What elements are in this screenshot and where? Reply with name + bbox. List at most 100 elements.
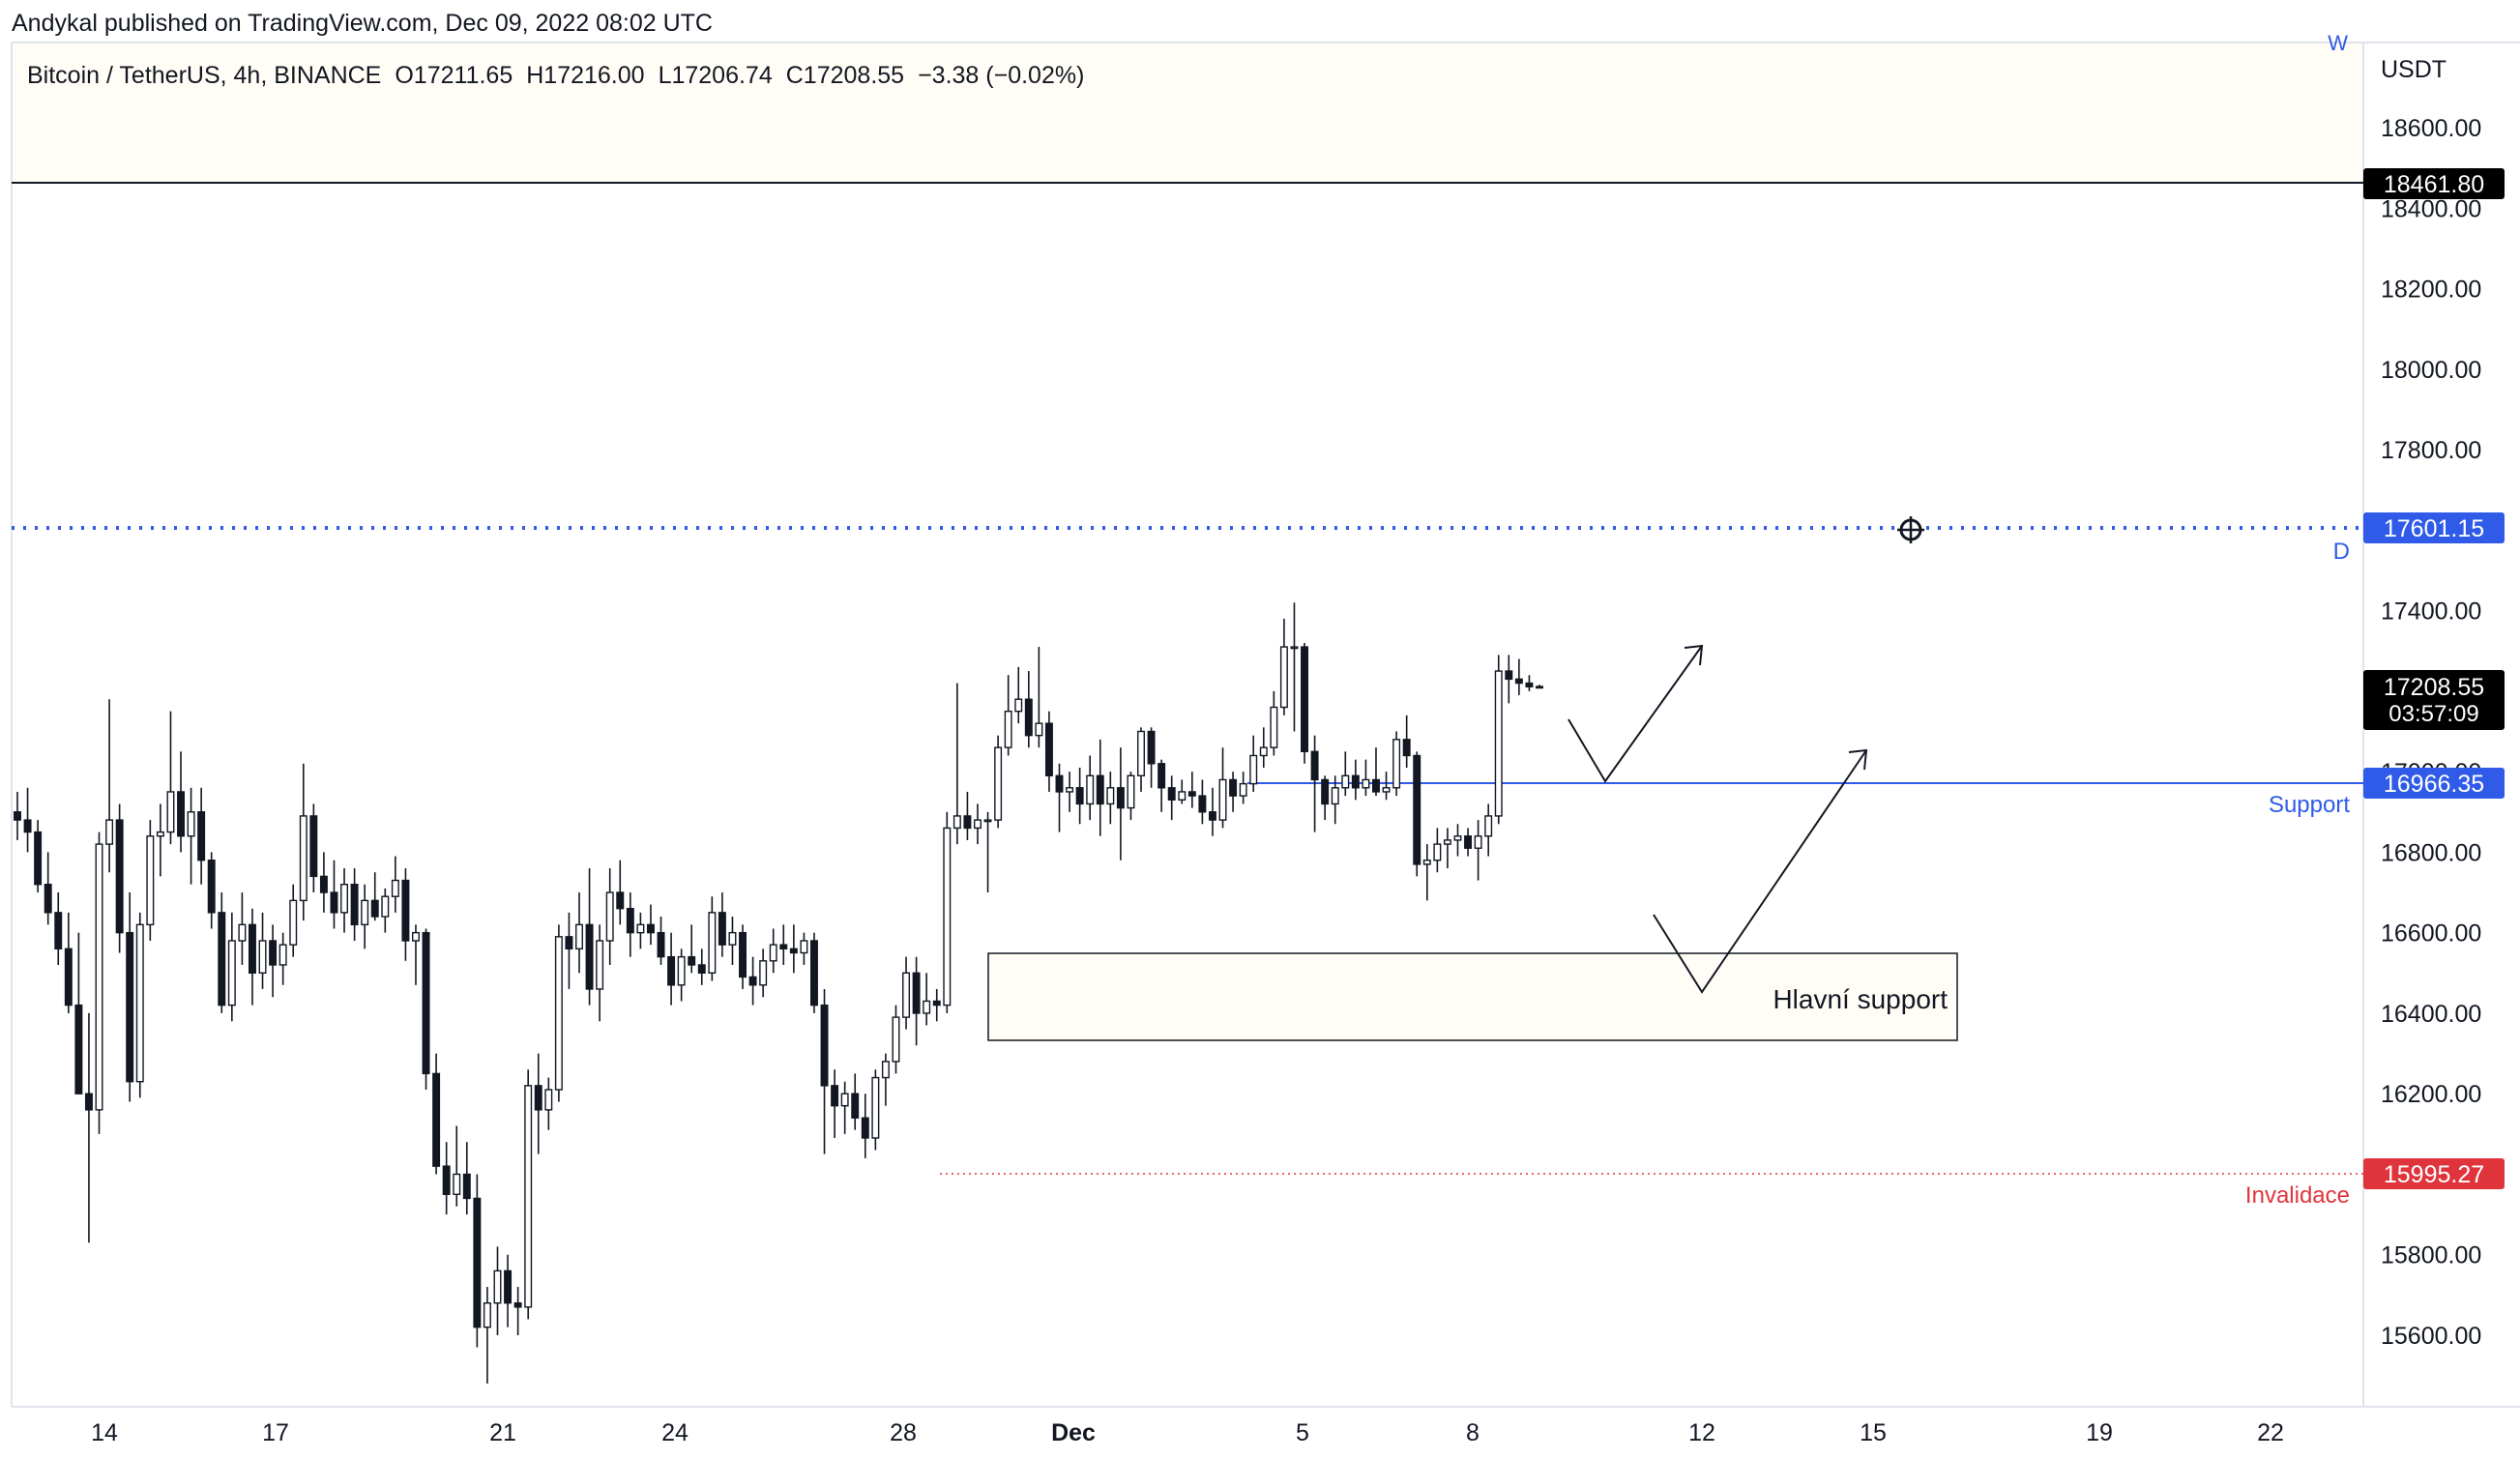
candle-up [1218, 778, 1227, 821]
price-tag-support[interactable]: 16966.35 [2363, 768, 2505, 799]
candle-up [1066, 787, 1074, 793]
date-tick-label: 21 [489, 1419, 516, 1446]
candle-up [156, 831, 164, 837]
price-tag-daily[interactable]: 17601.15 [2363, 512, 2505, 543]
candle-up [994, 746, 1003, 821]
candle-up [728, 931, 737, 946]
candle-up [881, 1061, 890, 1079]
candle-up [605, 891, 614, 942]
candle-up [412, 931, 420, 942]
price-tick-label: 16600.00 [2381, 920, 2481, 948]
publisher-header: Andykal published on TradingView.com, De… [12, 10, 713, 37]
candle-up [278, 944, 287, 966]
date-tick-label: Dec [1051, 1419, 1096, 1446]
candle-down [309, 815, 318, 878]
candle-up [943, 827, 952, 1007]
price-tick-label: 17800.00 [2381, 437, 2481, 464]
candle-up [575, 923, 583, 950]
legend-close: C17208.55 [785, 62, 905, 89]
candle-down [697, 964, 706, 974]
candle-up [892, 1016, 900, 1063]
candle-down [1198, 795, 1207, 813]
candle-up [952, 815, 961, 830]
candle-down [667, 955, 676, 986]
candle-down [626, 907, 634, 934]
candle-down [1514, 678, 1523, 685]
price-tick-label: 18200.00 [2381, 277, 2481, 304]
candle-up [258, 940, 267, 975]
candle-up [759, 960, 768, 986]
candle-up [166, 791, 175, 833]
candle-up [483, 1301, 491, 1328]
candle-down [1024, 698, 1033, 737]
price-tick-label: 16400.00 [2381, 1001, 2481, 1028]
candle-down [585, 923, 594, 990]
date-tick-label: 14 [91, 1419, 118, 1446]
legend-high: H17216.00 [526, 62, 645, 89]
candle-down [789, 948, 798, 954]
candle-up [1279, 646, 1288, 709]
candle-down [748, 976, 757, 986]
candle-up [677, 955, 686, 986]
candle-up [453, 1173, 461, 1195]
candle-up [146, 835, 155, 926]
candle-down [1229, 778, 1238, 797]
candle-down [1301, 646, 1309, 753]
candle-up [361, 899, 369, 926]
candle-up [1392, 739, 1401, 789]
candle-down [401, 879, 410, 942]
candle-up [596, 940, 604, 990]
candle-down [370, 899, 379, 918]
candle-down [739, 931, 747, 978]
candle-down [473, 1197, 482, 1328]
candle-up [923, 1000, 931, 1014]
price-tag-top[interactable]: 18461.80 [2363, 168, 2505, 199]
candle-down [1208, 811, 1216, 821]
candle-up [1137, 730, 1145, 776]
candle-up [840, 1093, 849, 1107]
candle-down [422, 931, 430, 1075]
support-zone-label: Hlavní support [1773, 984, 1948, 1014]
candle-up [769, 944, 777, 962]
legend-open: O17211.65 [395, 62, 513, 89]
candle-up [544, 1089, 553, 1111]
date-tick-label: 5 [1296, 1419, 1309, 1446]
candle-down [1321, 778, 1330, 805]
candle-down [1310, 750, 1319, 781]
candle-up [1433, 843, 1442, 861]
price-tag-current[interactable]: 17208.55 03:57:09 [2363, 670, 2505, 730]
candle-up [1453, 835, 1462, 841]
candle-down [1096, 774, 1104, 805]
candle-up [871, 1076, 880, 1139]
candle-up [1443, 839, 1451, 845]
legend-symbol[interactable]: Bitcoin / TetherUS, 4h, BINANCE [27, 62, 382, 89]
candle-down [1116, 787, 1125, 809]
support-zone-box[interactable] [987, 952, 1958, 1041]
legend-change: −3.38 (−0.02%) [918, 62, 1085, 89]
candle-up [1086, 774, 1095, 805]
candle-down [1351, 774, 1360, 789]
candle-down [1147, 730, 1156, 765]
candle-up [238, 923, 247, 942]
time-axis[interactable]: 14 17 21 24 28 Dec 5 8 12 15 19 22 [91, 1419, 2284, 1446]
candles-group [14, 602, 1543, 1384]
candle-down [513, 1301, 522, 1308]
daily-marker: D [2333, 539, 2350, 565]
candle-down [44, 884, 52, 914]
price-tag-invalidation[interactable]: 15995.27 [2363, 1158, 2505, 1189]
candle-down [350, 884, 359, 926]
candle-up [983, 819, 992, 823]
candle-up [554, 936, 563, 1091]
candle-up [135, 923, 144, 1083]
candle-up [381, 895, 390, 918]
candle-up [1004, 710, 1012, 748]
candle-down [462, 1173, 471, 1200]
candle-down [1167, 787, 1176, 801]
candle-up [1259, 746, 1268, 757]
candle-down [831, 1085, 839, 1107]
crosshair-target-icon[interactable] [1897, 516, 1924, 543]
candle-down [646, 923, 655, 934]
candle-up [800, 940, 808, 954]
